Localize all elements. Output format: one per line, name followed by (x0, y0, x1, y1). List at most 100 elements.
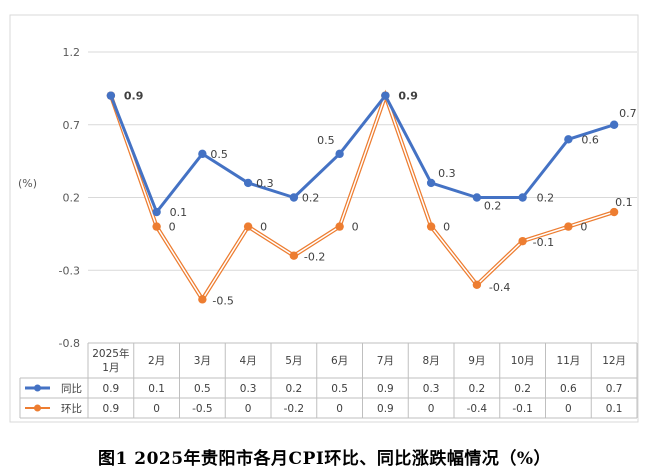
figure-caption: 图1 2025年贵阳市各月CPI环比、同比涨跌幅情况（%） (98, 449, 551, 469)
x-category-label: 9月 (468, 355, 485, 367)
point-tongbi (518, 193, 527, 202)
data-label-huanbi: -0.5 (212, 294, 233, 307)
x-category-label: 4月 (240, 355, 257, 367)
legend-key-marker (34, 384, 41, 392)
data-label-tongbi: 0.7 (619, 107, 637, 120)
table-cell-value: 0.9 (103, 403, 120, 415)
table-cell-value: -0.2 (284, 403, 305, 415)
point-huanbi (472, 280, 482, 289)
point-tongbi (289, 193, 299, 202)
y-tick-label: 0.2 (63, 192, 81, 205)
data-label-huanbi: -0.2 (304, 251, 325, 264)
table-cell-value: 0 (153, 403, 160, 415)
data-label-huanbi: -0.4 (489, 281, 510, 294)
point-huanbi (152, 222, 161, 231)
data-label-tongbi: 0.5 (317, 134, 335, 147)
data-label-tongbi: 0.2 (484, 200, 502, 213)
table-cell-value: -0.4 (467, 403, 488, 415)
data-label-tongbi: 0.2 (537, 192, 555, 205)
series-data-labels: 0.9 0.1 0.5 0.3 0.2 0.5 0.9 0.3 0.2 0.2 0.6 0.7 0 -0.… (124, 90, 637, 308)
data-label-tongbi: 0.9 (398, 90, 418, 103)
y-axis-label: (%) (18, 177, 37, 190)
series-lines (108, 89, 615, 304)
table-cell-value: 0.9 (103, 383, 120, 395)
data-label-huanbi: 0 (352, 221, 359, 234)
table-cell-value: 0 (245, 403, 252, 415)
y-tick-label: 0.7 (63, 119, 81, 132)
data-label-tongbi: 0.2 (302, 192, 320, 205)
y-tick-label: 1.2 (63, 46, 81, 59)
point-tongbi (335, 149, 344, 159)
y-axis: 1.2 0.7 0.2 -0.3 -0.8 (59, 46, 80, 350)
table-cell-value: 0.5 (331, 383, 348, 395)
table-cell-value: 0.3 (240, 383, 257, 395)
x-category-label: 12月 (602, 355, 626, 367)
x-category-label: 8月 (423, 355, 440, 367)
table-cell-value: 0.6 (560, 383, 577, 395)
series-line-huanbi-inner (110, 93, 615, 301)
data-label-tongbi: 0.3 (256, 177, 274, 190)
legend-key-marker (34, 404, 41, 412)
table-cell-value: 0.1 (606, 403, 623, 415)
table-cell-value: 0 (428, 403, 435, 415)
table-cell-value: 0.2 (286, 383, 303, 395)
point-tongbi (152, 207, 161, 217)
x-category-label: 7月 (377, 355, 394, 367)
data-label-tongbi: 0.9 (124, 90, 144, 103)
point-tongbi (243, 178, 253, 188)
y-tick-label: -0.3 (59, 264, 80, 277)
point-huanbi (198, 295, 207, 304)
x-category-label: 11月 (556, 355, 580, 367)
point-huanbi (564, 222, 573, 231)
data-label-tongbi: 0.1 (170, 206, 188, 219)
x-category-label: 3月 (194, 355, 211, 367)
table-cell-value: 0.1 (148, 383, 165, 395)
legend-label: 环比 (61, 402, 82, 415)
point-huanbi (609, 207, 619, 217)
table-cell-value: 0.5 (194, 383, 211, 395)
data-label-huanbi: 0 (580, 221, 587, 234)
point-huanbi (426, 222, 436, 231)
table-cell-value: 0.9 (377, 403, 394, 415)
data-label-huanbi: 0.1 (615, 196, 633, 209)
point-huanbi (243, 222, 253, 231)
data-label-tongbi: 0.6 (581, 133, 599, 146)
table-cell-value: -0.1 (512, 403, 533, 415)
table-cell-value: 0.3 (423, 383, 440, 395)
chart-border (9, 14, 639, 423)
table-cell-value: 0.2 (514, 383, 531, 395)
point-tongbi (426, 178, 436, 188)
series-points (106, 91, 619, 304)
gridlines (88, 51, 637, 344)
point-tongbi (381, 91, 390, 100)
x-category-label: 2025年 (92, 347, 129, 360)
data-label-huanbi: -0.1 (533, 236, 554, 249)
point-tongbi (564, 135, 573, 144)
data-label-huanbi: 0 (260, 221, 267, 234)
point-tongbi (609, 120, 619, 129)
point-huanbi (518, 236, 527, 246)
table-cell-value: 0 (336, 403, 343, 415)
x-category-label: 10月 (511, 355, 535, 367)
point-tongbi (472, 193, 482, 202)
x-category-label: 2月 (148, 355, 165, 367)
x-category-label: 1月 (102, 362, 119, 374)
table-cell-value: 0.9 (377, 383, 394, 395)
x-category-label: 6月 (331, 355, 348, 367)
table-cell-value: 0 (565, 403, 572, 415)
table-cell-value: 0.7 (606, 383, 623, 395)
data-label-huanbi: 0 (443, 221, 450, 234)
data-label-tongbi: 0.5 (210, 148, 228, 161)
x-category-label: 5月 (285, 355, 302, 367)
table-cell-value: 0.2 (469, 383, 486, 395)
point-tongbi (198, 149, 207, 159)
y-tick-label: -0.8 (59, 337, 80, 350)
data-label-huanbi: 0 (169, 221, 176, 234)
data-label-tongbi: 0.3 (438, 167, 456, 180)
series-line-tongbi (109, 94, 615, 214)
point-huanbi (335, 222, 344, 231)
legend-label: 同比 (61, 382, 82, 395)
table-cell-value: -0.5 (192, 403, 213, 415)
